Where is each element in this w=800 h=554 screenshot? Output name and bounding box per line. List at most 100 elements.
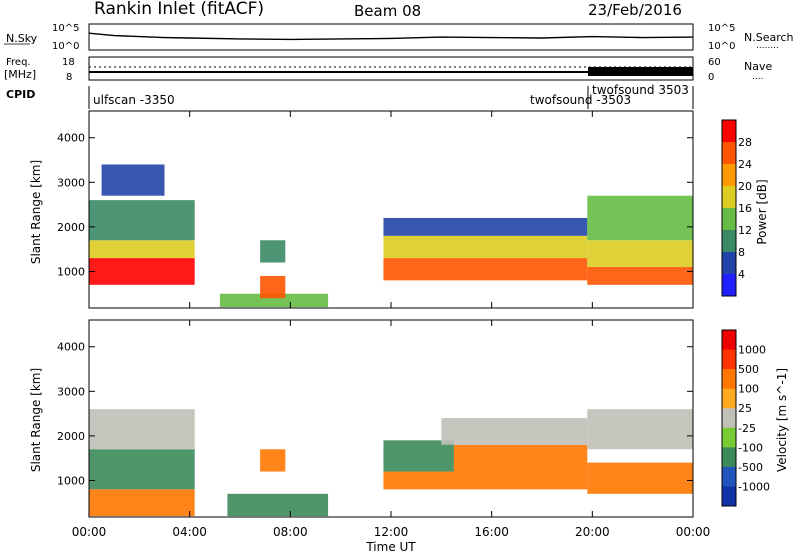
- velocity-colorbar-swatch: [722, 486, 736, 507]
- power-band: [89, 200, 195, 241]
- power-band: [383, 258, 588, 281]
- power-colorbar-swatch: [722, 230, 736, 253]
- power-colorbar-swatch: [722, 252, 736, 275]
- velocity-colorbar-swatch: [722, 369, 736, 390]
- noise-right-label: N.Search: [744, 31, 794, 44]
- noise-left-label: N.Sky: [6, 32, 38, 45]
- power-heatmap: [89, 164, 693, 308]
- velocity-colorbar-swatch: [722, 427, 736, 448]
- x-tick-label: 16:00: [474, 525, 509, 539]
- noise-right-label-dots: ........: [756, 41, 779, 51]
- nave-label-dots: ....: [752, 72, 763, 82]
- velocity-colorbar-swatch: [722, 388, 736, 409]
- power-colorbar-label: Power [dB]: [755, 179, 769, 244]
- beam-title: Beam 08: [354, 2, 421, 20]
- power-colorbar-tick-label: 28: [738, 136, 752, 149]
- x-tick-label: 08:00: [273, 525, 308, 539]
- power-band: [219, 293, 329, 308]
- power-colorbar-swatch: [722, 208, 736, 231]
- power-band: [260, 240, 286, 263]
- velocity-colorbar-tick-label: -100: [738, 441, 763, 454]
- power-band: [383, 217, 588, 236]
- cpid-label: CPID: [6, 88, 35, 101]
- velocity-ylabel: Slant Range [km]: [29, 368, 43, 472]
- noise-sky-line: [88, 32, 694, 41]
- power-band: [383, 235, 588, 259]
- velocity-colorbar-tick-label: -1000: [738, 480, 770, 493]
- velocity-colorbar-tick-label: 100: [738, 383, 759, 396]
- y-tick-label: 4000: [57, 341, 85, 354]
- noise-left-tick-bottom: 10^0: [52, 41, 79, 52]
- power-band: [89, 240, 195, 259]
- velocity-band: [89, 489, 195, 517]
- cpid-entry-3: twofsound 3503: [592, 83, 689, 97]
- power-colorbar-tick-label: 16: [738, 202, 752, 215]
- power-band: [587, 240, 693, 267]
- power-band: [587, 195, 693, 241]
- velocity-band: [441, 418, 588, 445]
- velocity-band: [587, 409, 693, 450]
- velocity-colorbar-label: Velocity [m s^-1]: [775, 368, 789, 472]
- power-colorbar-tick-label: 12: [738, 224, 752, 237]
- velocity-colorbar-swatch: [722, 408, 736, 429]
- power-colorbar-tick-label: 8: [738, 246, 745, 259]
- power-colorbar-swatch: [722, 120, 736, 143]
- velocity-band: [227, 493, 329, 517]
- velocity-colorbar-swatch: [722, 466, 736, 487]
- nave-block: [588, 67, 693, 76]
- date-title: 23/Feb/2016: [588, 1, 682, 19]
- power-colorbar-tick-label: 24: [738, 158, 752, 171]
- noise-left-tick-top: 10^5: [52, 23, 79, 34]
- power-colorbar: 28 24 20 16 12 8 4: [721, 119, 752, 297]
- power-colorbar-tick-label: 4: [738, 268, 745, 281]
- power-colorbar-swatch: [722, 142, 736, 165]
- power-colorbar-frame: [721, 119, 737, 297]
- power-y-axis: 1000 2000 3000 4000: [57, 132, 693, 278]
- velocity-band: [383, 440, 454, 472]
- velocity-colorbar-tick-label: -25: [738, 422, 756, 435]
- velocity-colorbar-swatch: [722, 349, 736, 370]
- velocity-colorbar-tick-label: 25: [738, 402, 752, 415]
- velocity-colorbar-tick-label: 500: [738, 363, 759, 376]
- station-title: Rankin Inlet (fitACF): [94, 0, 264, 19]
- freq-left-tick-top: 18: [62, 57, 75, 68]
- velocity-band: [89, 409, 195, 450]
- velocity-band: [89, 449, 195, 490]
- velocity-y-axis: 1000 2000 3000 4000: [57, 341, 693, 487]
- noise-right-tick-top: 10^5: [708, 23, 735, 34]
- velocity-heatmap: [89, 409, 693, 517]
- power-colorbar-swatch: [722, 164, 736, 187]
- y-tick-label: 3000: [57, 176, 85, 189]
- power-colorbar-swatch: [722, 186, 736, 209]
- x-tick-label: 20:00: [575, 525, 610, 539]
- freq-left-tick-bottom: 8: [66, 72, 72, 83]
- y-tick-label: 1000: [57, 474, 85, 487]
- power-colorbar-swatch: [722, 274, 736, 297]
- x-tick-label: 00:00: [676, 525, 711, 539]
- power-band: [89, 258, 195, 285]
- velocity-band: [260, 449, 286, 472]
- y-tick-label: 1000: [57, 265, 85, 278]
- velocity-band: [453, 444, 588, 472]
- freq-right-tick-top: 60: [708, 57, 721, 68]
- freq-label-line2: [MHz]: [4, 68, 36, 81]
- power-band: [260, 275, 286, 299]
- y-tick-label: 3000: [57, 385, 85, 398]
- power-colorbar-tick-label: 20: [738, 180, 752, 193]
- power-band: [587, 266, 693, 285]
- time-axis: 00:00 04:00 08:00 12:00 16:00 20:00 00:00: [72, 111, 711, 539]
- power-ylabel: Slant Range [km]: [29, 160, 43, 264]
- noise-panel-frame: [88, 23, 694, 51]
- velocity-colorbar-frame: [721, 329, 737, 507]
- velocity-colorbar-swatch: [722, 447, 736, 468]
- y-tick-label: 4000: [57, 132, 85, 145]
- xlabel: Time UT: [365, 540, 416, 554]
- freq-right-tick-bottom: 0: [708, 72, 714, 83]
- x-tick-label: 00:00: [72, 525, 107, 539]
- noise-right-tick-bottom: 10^0: [708, 41, 735, 52]
- x-tick-label: 04:00: [172, 525, 207, 539]
- nave-label: Nave: [744, 60, 772, 73]
- x-tick-label: 12:00: [374, 525, 409, 539]
- y-tick-label: 2000: [57, 221, 85, 234]
